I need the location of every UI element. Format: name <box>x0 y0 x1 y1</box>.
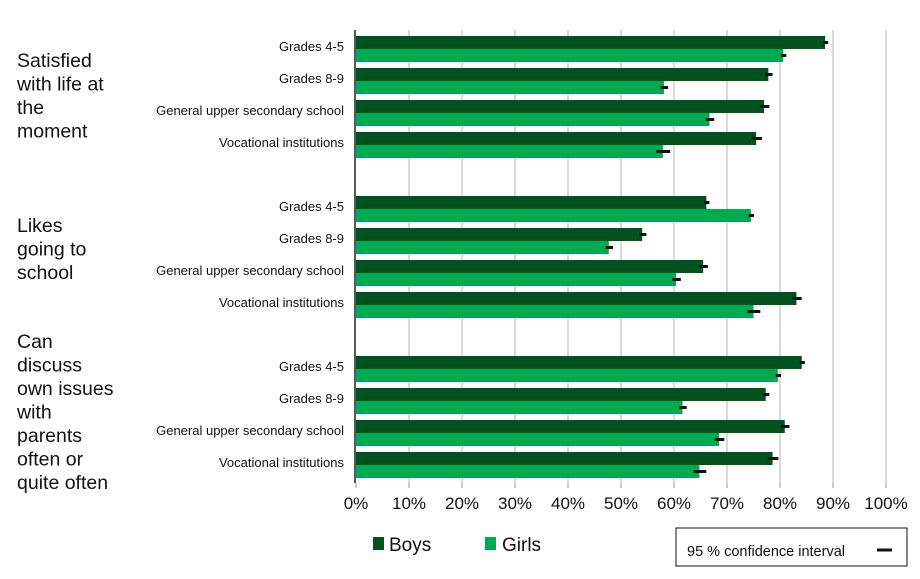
bar-girls <box>356 401 683 414</box>
group-title-line: quite often <box>17 472 108 494</box>
category-label: Grades 4-5 <box>279 39 344 54</box>
x-axis-ticks: 0% 10% 20% 30% 40% 50% 60% 70% 80% 90% 100% <box>344 30 908 513</box>
bar-boys <box>356 228 643 241</box>
category-label: Grades 8-9 <box>279 391 344 406</box>
tick-label: 10% <box>392 494 426 513</box>
category-label: Vocational institutions <box>219 455 345 470</box>
legend-swatch-girls <box>485 537 496 550</box>
bar-boys <box>356 420 785 433</box>
category-label: General upper secondary school <box>156 423 344 438</box>
ci-legend-label: 95 % confidence interval <box>687 544 845 560</box>
category-label: Vocational institutions <box>219 295 345 310</box>
bar-girls <box>356 145 663 158</box>
category-label: General upper secondary school <box>156 103 344 118</box>
group-title-line: with <box>16 402 52 424</box>
group-title-line: parents <box>17 425 82 447</box>
bar-boys <box>356 36 826 49</box>
category-label: Vocational institutions <box>219 135 345 150</box>
gridlines <box>408 30 887 483</box>
tick-label: 0% <box>344 494 369 513</box>
category-label: Grades 8-9 <box>279 231 344 246</box>
category-label: Grades 4-5 <box>279 359 344 374</box>
bar-boys <box>356 260 704 273</box>
bar-girls <box>356 209 751 222</box>
group-title-line: Satisfied <box>17 50 92 72</box>
bar-boys <box>356 132 757 145</box>
group-title-line: the <box>17 97 44 119</box>
ci-legend-box: 95 % confidence interval <box>675 527 908 567</box>
group-title-line: moment <box>17 121 88 143</box>
bar-boys <box>356 68 769 81</box>
tick-label: 90% <box>816 494 850 513</box>
tick-label: 30% <box>498 494 532 513</box>
group-title-line: Likes <box>17 215 63 237</box>
group-title-line: going to <box>17 239 87 261</box>
category-label: Grades 4-5 <box>279 199 344 214</box>
legend: Boys Girls <box>373 535 541 556</box>
category-label: Grades 8-9 <box>279 71 344 86</box>
bar-boys <box>356 100 765 113</box>
group-title-line: Can <box>17 331 53 353</box>
tick-label: 70% <box>710 494 744 513</box>
tick-label: 80% <box>763 494 797 513</box>
bar-girls <box>356 433 720 446</box>
legend-label-boys: Boys <box>389 535 431 556</box>
group-title-line: with life at <box>16 74 104 96</box>
tick-label: 20% <box>445 494 479 513</box>
bar-boys <box>356 452 773 465</box>
legend-swatch-boys <box>373 537 384 550</box>
bar-girls <box>356 81 664 94</box>
bar-boys <box>356 388 766 401</box>
category-label: General upper secondary school <box>156 263 344 278</box>
group-title-line: school <box>17 262 73 284</box>
bar-girls <box>356 369 778 382</box>
bar-girls <box>356 273 677 286</box>
bar-girls <box>356 113 710 126</box>
bar-boys <box>356 292 797 305</box>
group-title-line: discuss <box>17 355 82 377</box>
tick-label: 100% <box>864 494 907 513</box>
group-title-line: often or <box>17 449 84 471</box>
bar-boys <box>356 196 707 209</box>
tick-label: 60% <box>657 494 691 513</box>
legend-label-girls: Girls <box>502 535 541 556</box>
bar-girls <box>356 305 754 318</box>
bar-girls <box>356 465 700 478</box>
bar-girls <box>356 241 609 254</box>
group-title-line: own issues <box>17 378 114 400</box>
tick-label: 50% <box>604 494 638 513</box>
tick-label: 40% <box>551 494 585 513</box>
bar-boys <box>356 356 802 369</box>
bar-girls <box>356 49 784 62</box>
bars <box>356 36 829 478</box>
